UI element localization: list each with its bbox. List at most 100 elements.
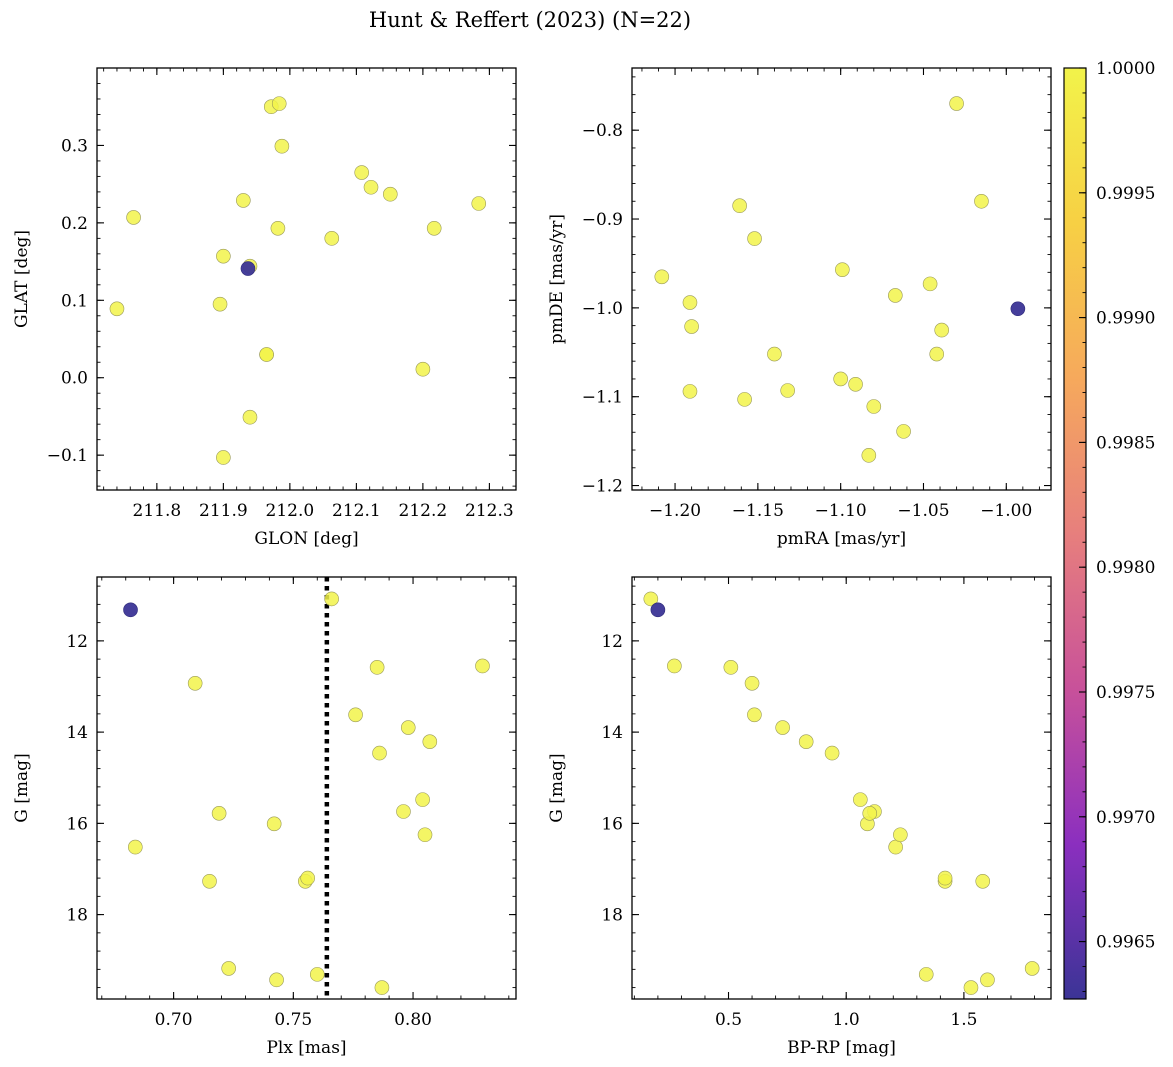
data-point — [426, 220, 442, 236]
panel-pmra-pmde: −1.20 −1.15 −1.10 −1.05 −1.00 −1.2 −1.1 −1.0 −0.… — [547, 67, 1052, 549]
data-point — [354, 165, 370, 180]
x-tick-label: 0.75 — [274, 1010, 312, 1030]
data-point — [128, 839, 143, 855]
x-tick-label: 212.1 — [332, 501, 381, 521]
data-point — [324, 231, 340, 246]
data-point — [833, 371, 848, 387]
data-point — [888, 839, 903, 855]
data-point — [918, 967, 934, 982]
plots-layer: 211.8 211.9 212.0 212.1 212.2 212.3 −0.1 0.0 0.1… — [12, 67, 1052, 1058]
data-point — [400, 720, 416, 735]
data-point — [475, 658, 490, 674]
y-tick-label: −0.9 — [582, 210, 623, 230]
data-point — [723, 660, 739, 675]
data-point — [861, 448, 877, 463]
data-point — [109, 301, 125, 317]
data-point — [372, 745, 387, 761]
x-axis-label: GLON [deg] — [254, 529, 358, 549]
data-point — [300, 870, 315, 886]
y-axis-label: G [mag] — [547, 753, 567, 822]
axes-frame — [96, 576, 517, 1000]
data-point — [888, 288, 903, 303]
data-point — [212, 296, 228, 312]
data-point — [396, 804, 411, 819]
data-point-low-prob — [123, 602, 138, 618]
x-tick-label: 1.5 — [950, 1010, 977, 1030]
data-point — [682, 295, 698, 310]
data-point — [853, 792, 868, 807]
y-tick-label: 0.1 — [61, 291, 88, 311]
data-point — [682, 384, 698, 399]
x-tick-label: 212.0 — [266, 501, 315, 521]
data-point — [775, 720, 790, 735]
data-point — [949, 96, 964, 111]
colorbar-tick-label: 0.9975 — [1096, 683, 1155, 703]
data-point — [363, 179, 379, 195]
data-point — [747, 231, 762, 246]
y-tick-label: −0.8 — [582, 121, 623, 141]
colorbar-tick-label: 0.9985 — [1096, 433, 1155, 453]
data-point — [922, 276, 938, 292]
x-tick-label: 0.80 — [394, 1010, 432, 1030]
data-point — [937, 870, 953, 886]
x-tick-label: 211.9 — [199, 501, 248, 521]
data-point — [643, 591, 659, 607]
data-point — [216, 248, 231, 264]
y-tick-label: −0.1 — [47, 446, 88, 466]
colorbar-tick-label: 1.0000 — [1096, 59, 1155, 79]
data-point — [798, 734, 814, 749]
y-axis-label: GLAT [deg] — [12, 230, 32, 328]
data-point — [415, 792, 430, 807]
data-point — [471, 196, 487, 211]
x-tick-label: −1.20 — [649, 501, 701, 521]
y-tick-label: −1.0 — [582, 299, 623, 319]
colorbar-tick-label: 0.9980 — [1096, 558, 1155, 578]
data-point — [266, 816, 282, 832]
data-point — [654, 269, 670, 285]
data-point — [732, 198, 747, 214]
x-axis-label: Plx [mas] — [266, 1038, 346, 1058]
data-point — [980, 972, 995, 988]
data-point — [269, 972, 284, 988]
y-tick-label: 14 — [66, 723, 88, 743]
data-point — [929, 346, 945, 362]
data-point — [767, 346, 782, 362]
data-point — [236, 193, 251, 208]
y-tick-label: 0.2 — [61, 214, 88, 234]
data-point — [934, 322, 949, 338]
data-point — [271, 96, 287, 111]
data-point — [211, 806, 227, 821]
axes-frame — [631, 576, 1052, 1000]
data-point — [684, 319, 699, 334]
data-point — [369, 660, 385, 675]
colorbar-tick-label: 0.9990 — [1096, 309, 1155, 329]
axes-frame — [96, 67, 517, 491]
y-tick-label: 14 — [601, 723, 623, 743]
figure-title: Hunt & Reffert (2023) (N=22) — [369, 8, 691, 32]
data-point — [975, 873, 991, 889]
x-tick-label: −1.15 — [732, 501, 784, 521]
y-tick-label: 18 — [66, 906, 88, 926]
data-point — [324, 591, 339, 607]
data-point — [893, 827, 908, 843]
x-axis-label: pmRA [mas/yr] — [777, 529, 906, 549]
y-tick-label: 12 — [66, 632, 88, 652]
x-tick-label: 0.70 — [155, 1010, 193, 1030]
y-axis-label: G [mag] — [12, 753, 32, 822]
data-point — [744, 675, 760, 691]
data-point-low-prob — [650, 602, 666, 618]
data-point — [824, 745, 840, 761]
data-point — [896, 424, 911, 439]
data-point — [202, 873, 217, 889]
colorbar-bar — [1063, 67, 1087, 1000]
data-point — [422, 734, 438, 749]
data-point — [259, 347, 274, 362]
data-point — [866, 399, 882, 414]
data-point-low-prob — [1010, 301, 1026, 317]
data-point — [1024, 961, 1040, 976]
panel-bprp-g: 0.5 1.0 1.5 12 14 16 18 BP-RP [mag] G [mag] — [547, 576, 1052, 1058]
data-point — [221, 961, 236, 976]
y-tick-label: 16 — [66, 814, 88, 834]
y-tick-label: 12 — [601, 632, 623, 652]
